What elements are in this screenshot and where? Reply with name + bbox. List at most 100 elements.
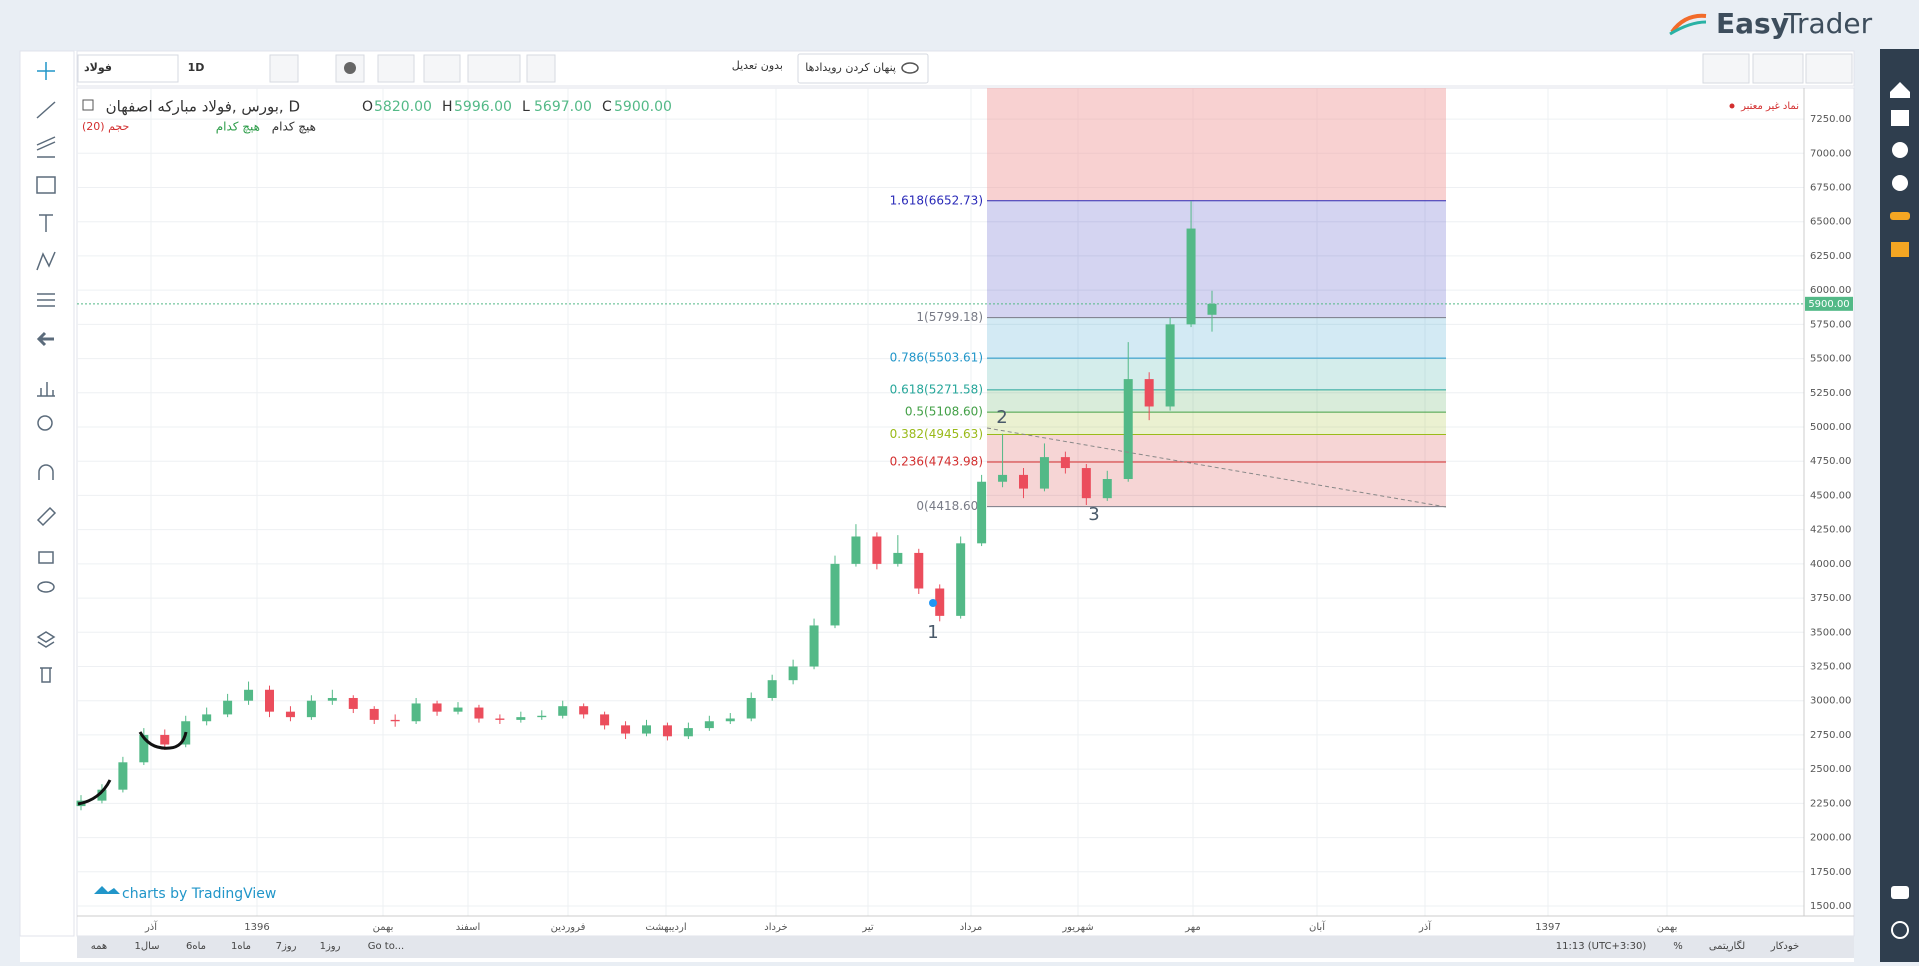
home-icon[interactable] — [1890, 82, 1910, 98]
candle-body — [202, 714, 212, 722]
candle-body — [1165, 324, 1175, 407]
ohlc-key: L — [522, 99, 530, 115]
lock-tool[interactable] — [38, 551, 54, 564]
scale-auto[interactable]: خودکار — [1770, 941, 1799, 952]
scale-percent[interactable]: % — [1673, 941, 1683, 952]
x-tick-label: بهمن — [373, 922, 394, 933]
line-tool[interactable] — [36, 101, 56, 119]
range-button[interactable]: 1ماه — [231, 941, 251, 952]
candle-body — [851, 536, 861, 564]
indicator-black[interactable]: هیچ کدام — [272, 120, 316, 134]
logout-icon[interactable] — [1891, 921, 1909, 939]
x-tick-label: مرداد — [960, 922, 983, 933]
shape-tool[interactable] — [36, 176, 56, 194]
x-tick-label: بهمن — [1657, 922, 1678, 933]
indicators-button[interactable] — [377, 54, 415, 83]
candle-body — [1081, 468, 1091, 499]
range-button[interactable]: 1سال — [134, 941, 159, 952]
menu-icon[interactable] — [1890, 212, 1910, 220]
y-tick-label: 5000.00 — [1810, 422, 1851, 433]
range-button[interactable]: 6ماه — [186, 941, 206, 952]
wave-label: 1 — [927, 622, 938, 643]
ohlc-value: 5996.00 — [454, 99, 512, 115]
x-tick-label: آبان — [1309, 920, 1326, 933]
fib-band — [987, 317, 1446, 359]
fib-tool[interactable] — [36, 136, 56, 158]
chat-icon[interactable] — [1891, 886, 1909, 899]
x-tick-label: اردیبهشت — [645, 922, 686, 933]
text-tool[interactable] — [39, 214, 53, 232]
draw-mode-tool[interactable] — [36, 506, 57, 527]
snapshot-button[interactable] — [1702, 53, 1750, 84]
ohlc-value: 5820.00 — [374, 99, 432, 115]
scale-time: 11:13 (UTC+3:30) — [1556, 941, 1647, 952]
ruler-tool[interactable] — [37, 382, 55, 397]
volume-indicator[interactable]: حجم (20) — [82, 120, 129, 133]
candle-body — [432, 703, 442, 712]
candle-body — [642, 725, 651, 734]
fib-label: 0.5(5108.60) — [905, 405, 983, 419]
x-tick-label: تیر — [861, 922, 874, 933]
candle-body — [474, 707, 484, 719]
candle-body — [956, 543, 966, 616]
symbol-box[interactable] — [77, 54, 179, 83]
fullscreen-button[interactable] — [526, 54, 556, 83]
y-tick-label: 6500.00 — [1810, 217, 1851, 228]
compare-button[interactable] — [423, 54, 461, 83]
interval[interactable]: 1D — [188, 61, 205, 74]
right-sidebar — [1880, 49, 1919, 962]
measure-tool[interactable] — [37, 293, 55, 307]
range-button[interactable]: 1روز — [320, 941, 341, 952]
magnet-tool[interactable] — [38, 464, 54, 480]
candle-body — [97, 789, 107, 801]
pattern-tool[interactable] — [36, 251, 56, 271]
candle-body — [830, 563, 840, 626]
fib-label: 1.618(6652.73) — [890, 193, 983, 207]
arc-drawing — [77, 731, 188, 806]
x-tick-label: خرداد — [764, 922, 787, 933]
indicator-green[interactable]: هیچ کدام — [216, 120, 260, 134]
candle-body — [390, 719, 400, 722]
logo-swoosh — [1669, 20, 1707, 36]
fib-label: 0.382(4945.63) — [890, 427, 983, 441]
load-button[interactable] — [1752, 53, 1804, 84]
menu-icon[interactable] — [1892, 175, 1908, 191]
menu-icon[interactable] — [1891, 110, 1909, 126]
candle-body — [683, 728, 693, 737]
y-tick-label: 5500.00 — [1810, 354, 1851, 365]
hide-events-button[interactable] — [797, 53, 929, 84]
candle-body — [872, 536, 882, 564]
layers-tool[interactable] — [36, 631, 56, 648]
delete-tool[interactable] — [40, 667, 52, 683]
x-tick-label: 1397 — [1535, 922, 1560, 933]
candle-body — [495, 718, 505, 720]
back-tool[interactable] — [36, 331, 54, 347]
candle-body — [223, 700, 233, 715]
adjustment[interactable]: بدون تعدیل — [732, 59, 783, 72]
visibility-tool[interactable] — [37, 581, 55, 593]
candle-body — [725, 718, 735, 722]
collapse-button[interactable] — [82, 99, 94, 111]
undo-redo[interactable] — [467, 54, 521, 83]
range-button[interactable]: Go to... — [368, 941, 404, 952]
symbol[interactable]: فولاد — [84, 61, 112, 74]
candle-body — [1102, 479, 1112, 499]
candle-body — [537, 715, 547, 718]
menu-icon[interactable] — [1892, 142, 1908, 158]
toolbar — [76, 50, 1855, 87]
menu-icon[interactable] — [1891, 242, 1909, 257]
save-button[interactable] — [1805, 53, 1853, 84]
zoom-tool[interactable] — [37, 415, 53, 431]
hide-events[interactable]: پنهان کردن رویدادها — [805, 61, 896, 74]
fib-band — [987, 462, 1446, 507]
fib-band — [987, 389, 1446, 413]
candle-body — [118, 762, 128, 790]
logo-easy: Easy — [1716, 7, 1789, 40]
candle-body — [1186, 228, 1196, 325]
scale-log[interactable]: لگاریتمی — [1709, 940, 1745, 952]
chart-style-button[interactable] — [269, 54, 299, 83]
range-button[interactable]: 7روز — [276, 941, 297, 952]
candle-body — [558, 706, 568, 716]
range-button[interactable]: همه — [91, 941, 107, 952]
